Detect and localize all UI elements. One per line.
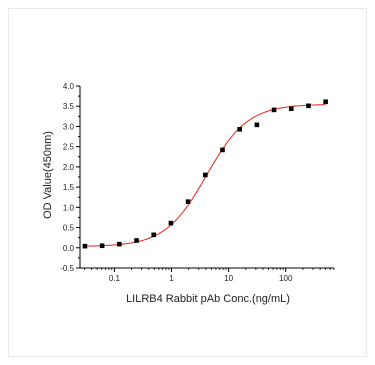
y-tick-label: 2.0 <box>63 163 75 172</box>
data-point <box>288 106 294 111</box>
chart-frame <box>8 8 367 357</box>
data-point <box>254 122 260 128</box>
data-point <box>117 241 122 247</box>
x-tick-label: 10 <box>224 274 233 283</box>
y-tick-label: 2.5 <box>63 143 75 152</box>
data-point <box>237 126 242 132</box>
y-axis-label: OD Value(450nm) <box>42 131 54 219</box>
fit-curve <box>84 104 326 247</box>
x-tick-label: 0.1 <box>109 274 121 283</box>
x-ticks: 0.1 1 10 100 <box>84 268 335 283</box>
y-tick-label: 0.0 <box>63 244 75 253</box>
data-point <box>82 243 88 249</box>
data-point <box>323 99 328 105</box>
y-tick-label: 4.0 <box>63 82 75 91</box>
data-point <box>99 243 105 249</box>
x-axis-label: LILRB4 Rabbit pAb Conc.(ng/mL) <box>126 293 290 305</box>
data-point <box>168 220 174 226</box>
data-point <box>306 103 311 109</box>
data-points <box>82 99 328 249</box>
y-tick-label: 1.5 <box>63 183 75 192</box>
x-tick-label: 1 <box>169 274 174 283</box>
data-point <box>271 107 277 113</box>
y-ticks: -0.5 0.0 0.5 1.0 1.5 2.0 2.5 3.0 3.5 4.0 <box>60 82 80 273</box>
data-point <box>185 199 191 204</box>
x-tick-label: 100 <box>279 274 293 283</box>
data-point <box>203 172 208 178</box>
y-tick-label: 0.5 <box>63 224 75 233</box>
y-tick-label: -0.5 <box>60 264 74 273</box>
data-point <box>134 238 139 243</box>
y-tick-label: 3.0 <box>63 122 75 131</box>
y-tick-label: 3.5 <box>63 102 75 111</box>
data-point <box>220 147 225 153</box>
y-tick-label: 1.0 <box>63 203 75 212</box>
data-point <box>151 232 157 238</box>
